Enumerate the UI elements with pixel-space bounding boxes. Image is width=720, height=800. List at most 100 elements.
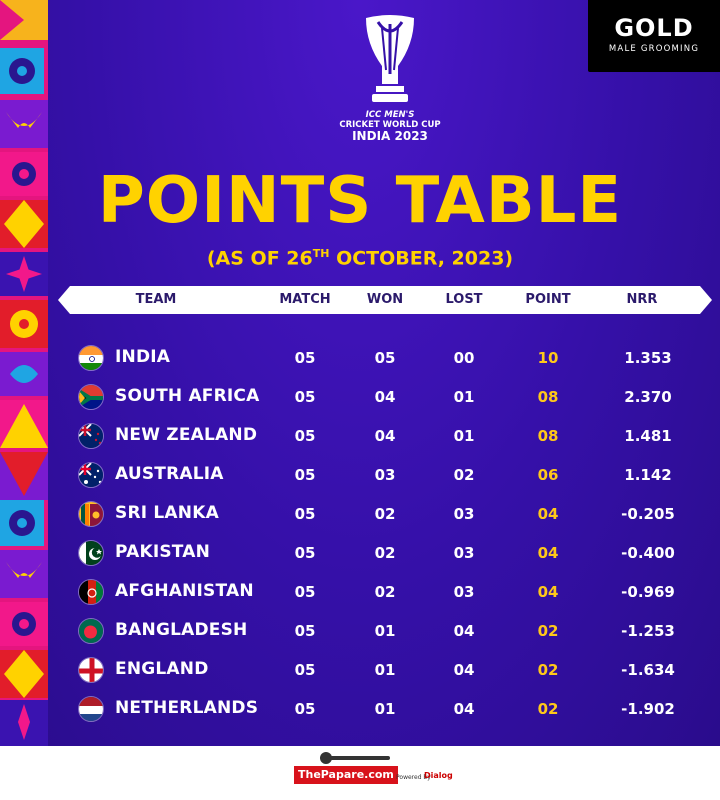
nrr-value: -1.902 bbox=[621, 700, 675, 718]
australia-flag-icon bbox=[78, 462, 104, 488]
nrr-value: 2.370 bbox=[624, 388, 672, 406]
column-won: WON bbox=[366, 292, 404, 307]
won-value: 01 bbox=[374, 622, 396, 640]
table-row: SRI LANKA 05 02 03 04 -0.205 bbox=[0, 494, 720, 533]
column-point: POINT bbox=[525, 292, 571, 307]
lost-value: 01 bbox=[453, 427, 475, 445]
column-lost: LOST bbox=[445, 292, 483, 307]
point-value: 02 bbox=[537, 622, 559, 640]
table-row: ENGLAND 05 01 04 02 -1.634 bbox=[0, 650, 720, 689]
table-row: NETHERLANDS 05 01 04 02 -1.902 bbox=[0, 689, 720, 728]
match-value: 05 bbox=[294, 466, 316, 484]
won-value: 05 bbox=[374, 349, 396, 367]
point-value: 04 bbox=[537, 544, 559, 562]
table-row: NEW ZEALAND 05 04 01 08 1.481 bbox=[0, 416, 720, 455]
match-value: 05 bbox=[294, 583, 316, 601]
nrr-value: -1.253 bbox=[621, 622, 675, 640]
point-value: 06 bbox=[537, 466, 559, 484]
lost-value: 04 bbox=[453, 700, 475, 718]
sponsor-tagline: MALE GROOMING bbox=[608, 44, 700, 54]
trophy-icon bbox=[366, 15, 414, 102]
point-value: 04 bbox=[537, 583, 559, 601]
table-row: PAKISTAN 05 02 03 04 -0.400 bbox=[0, 533, 720, 572]
england-flag-icon bbox=[78, 657, 104, 683]
match-value: 05 bbox=[294, 427, 316, 445]
lost-value: 01 bbox=[453, 388, 475, 406]
nrr-value: 1.142 bbox=[624, 466, 672, 484]
won-value: 01 bbox=[374, 661, 396, 679]
lost-value: 03 bbox=[453, 505, 475, 523]
nrr-value: -1.634 bbox=[621, 661, 675, 679]
match-value: 05 bbox=[294, 544, 316, 562]
point-value: 08 bbox=[537, 427, 559, 445]
point-value: 10 bbox=[537, 349, 559, 367]
team-name: SRI LANKA bbox=[115, 503, 219, 523]
team-name: BANGLADESH bbox=[115, 620, 248, 640]
lost-value: 00 bbox=[453, 349, 475, 367]
south-africa-flag-icon bbox=[78, 384, 104, 410]
team-name: NEW ZEALAND bbox=[115, 425, 258, 445]
page-subtitle: (AS OF 26TH OCTOBER, 2023) bbox=[0, 240, 720, 272]
nrr-value: -0.969 bbox=[621, 583, 675, 601]
logo-line-2: CRICKET WORLD CUP bbox=[339, 120, 441, 130]
afghanistan-flag-icon bbox=[78, 579, 104, 605]
match-value: 05 bbox=[294, 661, 316, 679]
point-value: 02 bbox=[537, 661, 559, 679]
nrr-value: -0.400 bbox=[621, 544, 675, 562]
subtitle-suffix: OCTOBER, 2023) bbox=[329, 247, 514, 270]
footer: ThePapare.com Powered by Dialog bbox=[0, 746, 720, 800]
lost-value: 02 bbox=[453, 466, 475, 484]
point-value: 02 bbox=[537, 700, 559, 718]
table-row: SOUTH AFRICA 05 04 01 08 2.370 bbox=[0, 377, 720, 416]
column-team: TEAM bbox=[135, 292, 177, 307]
table-row: AFGHANISTAN 05 02 03 04 -0.969 bbox=[0, 572, 720, 611]
points-table-poster: GOLD MALE GROOMING ICC MEN'S CRICKET WOR… bbox=[0, 0, 720, 746]
team-name: INDIA bbox=[115, 347, 171, 367]
footer-partner: Dialog bbox=[424, 771, 453, 780]
team-name: ENGLAND bbox=[115, 659, 209, 679]
lost-value: 03 bbox=[453, 544, 475, 562]
nrr-value: 1.481 bbox=[624, 427, 672, 445]
point-value: 08 bbox=[537, 388, 559, 406]
logo-line-3: INDIA 2023 bbox=[352, 129, 428, 143]
footer-powered-by: Powered by bbox=[396, 774, 431, 781]
match-value: 05 bbox=[294, 700, 316, 718]
subtitle-ordinal: TH bbox=[312, 247, 330, 260]
column-match: MATCH bbox=[279, 292, 331, 307]
table-row: AUSTRALIA 05 03 02 06 1.142 bbox=[0, 455, 720, 494]
match-value: 05 bbox=[294, 388, 316, 406]
table-header: TEAM MATCH WON LOST POINT NRR bbox=[58, 286, 712, 314]
match-value: 05 bbox=[294, 505, 316, 523]
column-nrr: NRR bbox=[626, 292, 658, 307]
bangladesh-flag-icon bbox=[78, 618, 104, 644]
team-name: SOUTH AFRICA bbox=[115, 386, 260, 406]
won-value: 01 bbox=[374, 700, 396, 718]
new-zealand-flag-icon bbox=[78, 423, 104, 449]
team-name: NETHERLANDS bbox=[115, 698, 259, 718]
won-value: 02 bbox=[374, 544, 396, 562]
decorative-pattern-strip bbox=[0, 0, 48, 746]
lost-value: 03 bbox=[453, 583, 475, 601]
microphone-icon bbox=[320, 752, 390, 764]
india-flag-icon bbox=[78, 345, 104, 371]
sponsor-brand: GOLD bbox=[614, 14, 694, 42]
won-value: 04 bbox=[374, 388, 396, 406]
sri-lanka-flag-icon bbox=[78, 501, 104, 527]
point-value: 04 bbox=[537, 505, 559, 523]
subtitle-prefix: (AS OF 26 bbox=[206, 247, 313, 270]
lost-value: 04 bbox=[453, 661, 475, 679]
match-value: 05 bbox=[294, 622, 316, 640]
team-name: AUSTRALIA bbox=[115, 464, 224, 484]
team-name: AFGHANISTAN bbox=[115, 581, 254, 601]
sponsor-badge: GOLD MALE GROOMING bbox=[588, 0, 720, 72]
nrr-value: 1.353 bbox=[624, 349, 672, 367]
team-name: PAKISTAN bbox=[115, 542, 211, 562]
netherlands-flag-icon bbox=[78, 696, 104, 722]
lost-value: 04 bbox=[453, 622, 475, 640]
won-value: 04 bbox=[374, 427, 396, 445]
nrr-value: -0.205 bbox=[621, 505, 675, 523]
table-row: INDIA 05 05 00 10 1.353 bbox=[0, 338, 720, 377]
pakistan-flag-icon bbox=[78, 540, 104, 566]
footer-brand: ThePapare.com bbox=[294, 766, 398, 784]
page-title: POINTS TABLE bbox=[97, 164, 623, 238]
